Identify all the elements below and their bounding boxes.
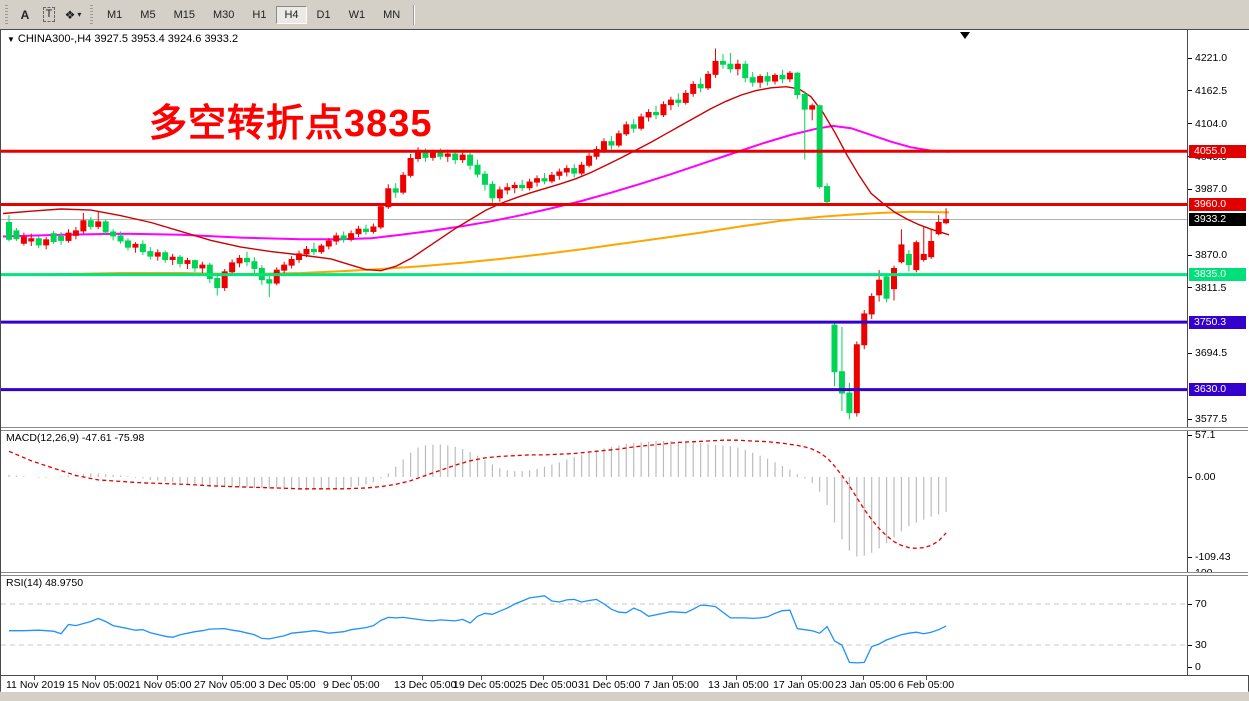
macd-tick-0.00: 0.00 — [1195, 471, 1216, 483]
timeframe-d1-button[interactable]: D1 — [316, 8, 331, 21]
status-strip — [0, 691, 1249, 701]
date-label: 9 Dec 05:00 — [323, 679, 380, 691]
toolbar-grip-2[interactable] — [90, 4, 93, 25]
letter-a-icon: A — [20, 7, 30, 22]
price-tick-3577.5: 3577.5 — [1195, 413, 1228, 426]
candles-group — [6, 48, 950, 420]
macd-signal-line — [8, 439, 947, 549]
chevron-down-icon: ▾ — [77, 10, 82, 19]
price-marker-3933.2: 3933.2 — [1189, 213, 1246, 227]
date-label: 7 Jan 05:00 — [644, 679, 699, 691]
macd-histogram — [8, 440, 947, 557]
text-tool-button[interactable]: T — [38, 5, 60, 25]
date-label: 27 Nov 05:00 — [194, 679, 257, 691]
macd-indicator-label: MACD(12,26,9) -47.61 -75.98 — [6, 432, 145, 444]
date-axis[interactable]: 11 Nov 2019 15 Nov 05:00 21 Nov 05:00 27 No… — [1, 675, 1248, 692]
price-tick-3694.5: 3694.5 — [1195, 347, 1228, 360]
date-label: 11 Nov 2019 — [6, 679, 65, 691]
date-label: 23 Jan 05:00 — [835, 679, 896, 691]
timeframe-h4-button[interactable]: H4 — [276, 5, 307, 24]
pane-divider-macd[interactable] — [1, 427, 1248, 431]
date-label: 13 Jan 05:00 — [708, 679, 769, 691]
collapse-triangle-icon: ▼ — [7, 35, 15, 44]
date-label: 13 Dec 05:00 — [394, 679, 457, 691]
timeframe-buttons: M1 M5 M15 M30 H1 H4 D1 W1 MN — [98, 5, 409, 24]
price-marker-3835.0: 3835.0 — [1189, 268, 1246, 282]
date-label: 21 Nov 05:00 — [129, 679, 192, 691]
date-label: 25 Dec 05:00 — [515, 679, 578, 691]
price-marker-3960.0: 3960.0 — [1189, 198, 1246, 211]
chart-window: ▼ CHINA300-,H4 3927.5 3953.4 3924.6 3933.… — [0, 29, 1249, 692]
macd-tick-57.1: 57.1 — [1195, 429, 1216, 441]
timeframe-m30-button[interactable]: M30 — [212, 8, 235, 21]
rsi-line — [9, 595, 947, 664]
timeframe-m5-button[interactable]: M5 — [140, 8, 156, 21]
pane-divider-rsi[interactable] — [1, 572, 1248, 576]
rsi-tick-0: 0 — [1195, 661, 1201, 673]
chart-text-annotation[interactable]: 多空转折点3835 — [149, 103, 433, 145]
toolbar-separator — [413, 4, 416, 25]
date-label: 3 Dec 05:00 — [259, 679, 316, 691]
date-label: 19 Dec 05:00 — [453, 679, 516, 691]
shapes-icon: ❖ — [64, 7, 76, 22]
timeframe-m1-button[interactable]: M1 — [107, 8, 123, 21]
price-marker-3750.3: 3750.3 — [1189, 315, 1246, 329]
toolbar-grip[interactable] — [5, 4, 8, 25]
rsi-tick-70: 70 — [1195, 598, 1207, 611]
ma-red-line — [2, 85, 950, 272]
timeframe-h1-button[interactable]: H1 — [252, 8, 267, 21]
date-label: 17 Jan 05:00 — [773, 679, 834, 691]
symbol-header: ▼ CHINA300-,H4 3927.5 3953.4 3924.6 3933.… — [7, 33, 238, 45]
chart-canvas[interactable] — [1, 30, 1187, 675]
price-marker-3630.0: 3630.0 — [1189, 383, 1246, 397]
price-tick-4221: 4221.0 — [1195, 52, 1228, 65]
text-label-tool-button[interactable]: A — [14, 5, 36, 25]
dashed-t-icon: T — [42, 7, 56, 22]
ma-magenta-line — [2, 124, 950, 241]
shapes-dropdown-button[interactable]: ❖ ▾ — [62, 5, 84, 25]
rsi-indicator-label: RSI(14) 48.9750 — [6, 577, 84, 589]
price-axis[interactable]: 4221.04162.54104.04045.53987.03870.03811… — [1187, 30, 1249, 675]
date-label: 6 Feb 05:00 — [898, 679, 955, 691]
price-tick-3987: 3987.0 — [1195, 183, 1228, 196]
price-marker-4055.0: 4055.0 — [1189, 144, 1246, 158]
chart-shift-marker-icon[interactable] — [960, 32, 970, 39]
rsi-tick-30: 30 — [1195, 639, 1207, 652]
date-label: 15 Nov 05:00 — [67, 679, 130, 691]
price-tick-3811.5: 3811.5 — [1195, 281, 1227, 294]
symbol-ohlc-text: CHINA300-,H4 3927.5 3953.4 3924.6 3933.2 — [17, 33, 239, 45]
macd-tick--109.43: -109.43 — [1195, 551, 1231, 564]
timeframe-mn-button[interactable]: MN — [383, 8, 401, 21]
date-label: 31 Dec 05:00 — [578, 679, 641, 691]
price-tick-3870: 3870.0 — [1195, 249, 1228, 261]
price-tick-4162.5: 4162.5 — [1195, 84, 1228, 97]
timeframe-w1-button[interactable]: W1 — [348, 8, 366, 21]
toolbar: A T ❖ ▾ M1 M5 M15 M30 H1 H4 D1 W1 MN — [0, 0, 1249, 30]
timeframe-m15-button[interactable]: M15 — [173, 8, 195, 21]
price-tick-4104: 4104.0 — [1195, 117, 1228, 130]
